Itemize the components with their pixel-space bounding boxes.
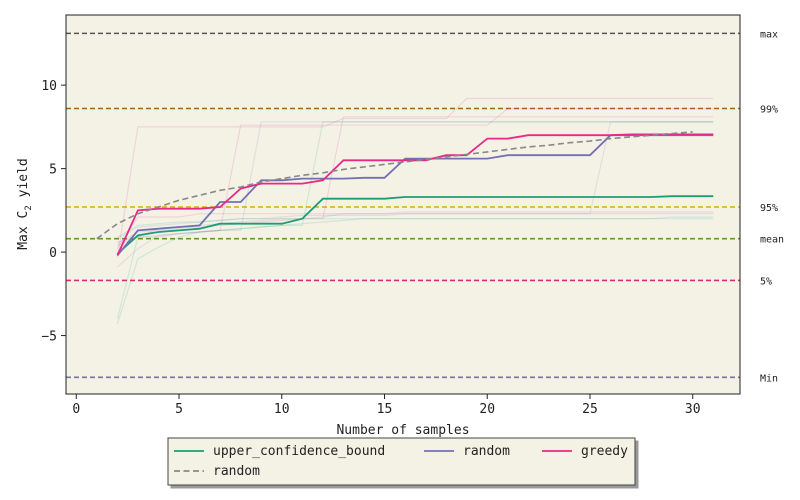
background-trace-0 <box>116 97 714 258</box>
background-trace-1 <box>117 107 714 246</box>
legend-label-0: upper_confidence_bound <box>213 444 385 459</box>
y-tick-label-3: 10 <box>41 79 57 94</box>
y-tick-label-1: 0 <box>49 246 57 261</box>
reference-label-1: 99% <box>760 104 778 115</box>
legend-label-2: greedy <box>581 444 628 459</box>
background-trace-2 <box>116 213 714 250</box>
reference-label-3: mean <box>760 235 784 246</box>
legend-label-3: random <box>213 464 260 479</box>
reference-lines <box>66 32 740 379</box>
reference-label-4: 5% <box>760 276 772 287</box>
legend-box <box>167 437 636 486</box>
series-line-0 <box>116 195 714 255</box>
x-axis-label: Number of samples <box>336 423 469 438</box>
x-tick-label-2: 10 <box>274 402 290 417</box>
y-axis-ticks: −5 0 5 10 <box>41 79 66 345</box>
y-axis-label-tail: yield <box>16 158 31 205</box>
reference-label-0: max <box>760 29 778 40</box>
y-axis-label-main: Max C <box>16 211 31 250</box>
x-tick-label-3: 15 <box>377 402 393 417</box>
background-trace-4 <box>116 121 714 268</box>
y-tick-label-0: −5 <box>41 330 57 345</box>
y-tick-label-2: 5 <box>49 163 57 178</box>
x-tick-label-4: 20 <box>479 402 495 417</box>
y-axis-label-subscript: 2 <box>24 205 34 210</box>
plot-area <box>66 15 740 394</box>
series-line-3 <box>96 131 693 240</box>
x-tick-label-5: 25 <box>582 402 598 417</box>
x-tick-label-1: 5 <box>175 402 183 417</box>
series-lines <box>96 131 714 256</box>
plot-frame <box>65 14 741 395</box>
reference-labels: max 99% 95% mean 5% Min <box>760 29 784 384</box>
reference-label-5: Min <box>760 373 778 384</box>
background-trace-7 <box>116 121 714 325</box>
reference-label-2: 95% <box>760 203 778 214</box>
x-axis-ticks: 0 5 10 15 20 25 30 <box>72 394 701 417</box>
background-trace-9 <box>117 218 714 238</box>
background-trace-6 <box>117 121 714 240</box>
x-tick-label-0: 0 <box>72 402 80 417</box>
series-line-2 <box>116 133 714 256</box>
background-traces <box>116 97 714 325</box>
background-trace-8 <box>116 216 714 320</box>
y-axis-label: Max C2 yield <box>16 158 34 250</box>
x-tick-label-6: 30 <box>685 402 701 417</box>
legend-label-1: random <box>463 444 510 459</box>
background-trace-3 <box>117 116 714 243</box>
